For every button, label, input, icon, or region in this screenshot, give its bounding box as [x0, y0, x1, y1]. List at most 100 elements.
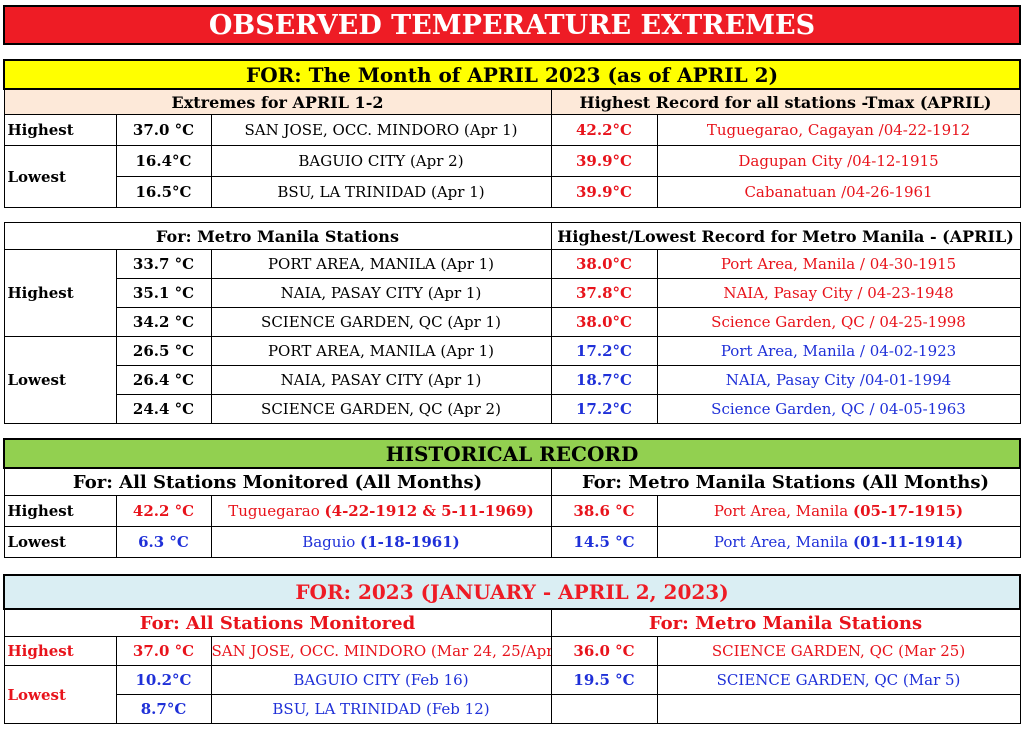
spacer	[4, 44, 1020, 60]
empty-cell	[656, 694, 1021, 724]
record-station: Tuguegarao, Cagayan /04-22-1912	[656, 114, 1021, 146]
record-station: SCIENCE GARDEN, QC (Mar 25)	[656, 636, 1021, 666]
record-date: (05-17-1915)	[853, 502, 964, 520]
station-name: NAIA, PASAY CITY (Apr 1)	[210, 278, 552, 308]
record-date: (4-22-1912 & 5-11-1969)	[324, 502, 534, 520]
station-name: SCIENCE GARDEN, QC (Apr 1)	[210, 307, 552, 337]
record-station: Science Garden, QC / 04-25-1998	[656, 307, 1021, 337]
station-name: SCIENCE GARDEN, QC (Apr 2)	[210, 394, 552, 424]
temperature-value: 16.4°C	[115, 145, 212, 177]
record-station: SCIENCE GARDEN, QC (Mar 5)	[656, 665, 1021, 695]
record-station: Dagupan City /04-12-1915	[656, 145, 1021, 177]
temperature-value: 24.4 °C	[115, 394, 212, 424]
station-name: Tuguegarao (4-22-1912 & 5-11-1969)	[210, 495, 552, 527]
temperature-value: 10.2°C	[115, 665, 212, 695]
temperature-value: 8.7°C	[115, 694, 212, 724]
record-temperature: 38.0°C	[550, 249, 658, 279]
historical-metro-header: For: Metro Manila Stations (All Months)	[550, 467, 1021, 496]
record-temperature: 38.6 °C	[550, 495, 658, 527]
station-label: Port Area, Manila	[713, 502, 853, 520]
temperature-value: 33.7 °C	[115, 249, 212, 279]
temperature-value: 6.3 °C	[115, 526, 212, 558]
year-all-stations-header: For: All Stations Monitored	[3, 608, 552, 637]
month-header: FOR: The Month of APRIL 2023 (as of APRI…	[2, 59, 1022, 90]
table-row: Highest 33.7 °C PORT AREA, MANILA (Apr 1…	[3, 249, 1021, 337]
record-station: Cabanatuan /04-26-1961	[656, 176, 1021, 208]
empty-cell	[550, 694, 658, 724]
temperature-value: 35.1 °C	[115, 278, 212, 308]
row-label-highest: Highest	[3, 249, 117, 337]
record-station: NAIA, Pasay City /04-01-1994	[656, 365, 1021, 395]
temperature-value: 34.2 °C	[115, 307, 212, 337]
april-record-header: Highest Record for all stations -Tmax (A…	[550, 88, 1021, 115]
table-row: 26.4 °C NAIA, PASAY CITY (Apr 1) 18.7°C …	[4, 365, 1021, 395]
record-station: Science Garden, QC / 04-05-1963	[656, 394, 1021, 424]
table-row: 24.4 °C SCIENCE GARDEN, QC (Apr 2) 17.2°…	[4, 394, 1021, 424]
record-temperature: 36.0 °C	[550, 636, 658, 666]
historical-record-title: HISTORICAL RECORD	[2, 438, 1022, 469]
record-temperature: 37.8°C	[550, 278, 658, 308]
station-name: SAN JOSE, OCC. MINDORO (Apr 1)	[210, 114, 552, 146]
spacer	[4, 558, 1020, 576]
record-temperature: 19.5 °C	[550, 665, 658, 695]
table-row: 35.1 °C NAIA, PASAY CITY (Apr 1) 37.8°C …	[4, 278, 1021, 308]
year-2023-title: FOR: 2023 (JANUARY - APRIL 2, 2023)	[2, 574, 1022, 610]
temperature-value: 42.2 °C	[115, 495, 212, 527]
record-station: Port Area, Manila (05-17-1915)	[656, 495, 1021, 527]
temperature-value: 37.0 °C	[115, 636, 212, 666]
table-row: Lowest 26.5 °C PORT AREA, MANILA (Apr 1)…	[3, 336, 1021, 424]
record-temperature: 14.5 °C	[550, 526, 658, 558]
temperature-value: 26.4 °C	[115, 365, 212, 395]
record-temperature: 17.2°C	[550, 394, 658, 424]
temperature-value: 26.5 °C	[115, 336, 212, 366]
station-name: BAGUIO CITY (Apr 2)	[210, 145, 552, 177]
record-temperature: 18.7°C	[550, 365, 658, 395]
record-date: (01-11-1914)	[853, 533, 964, 551]
station-name: SAN JOSE, OCC. MINDORO (Mar 24, 25/Apr 1…	[210, 636, 552, 666]
station-name: BSU, LA TRINIDAD (Apr 1)	[210, 176, 552, 208]
record-station: NAIA, Pasay City / 04-23-1948	[656, 278, 1021, 308]
record-temperature: 38.0°C	[550, 307, 658, 337]
station-name: BSU, LA TRINIDAD (Feb 12)	[210, 694, 552, 724]
table-row: Lowest 10.2°C BAGUIO CITY (Feb 16) 19.5 …	[3, 665, 1021, 724]
spacer	[4, 424, 1020, 440]
row-label-highest: Highest	[3, 636, 117, 666]
spacer	[4, 208, 1020, 223]
metro-stations-header: For: Metro Manila Stations	[3, 222, 552, 250]
row-label-highest: Highest	[3, 114, 117, 146]
metro-record-header: Highest/Lowest Record for Metro Manila -…	[550, 222, 1021, 250]
table-row: 8.7°C BSU, LA TRINIDAD (Feb 12)	[4, 694, 1021, 724]
station-label: Port Area, Manila	[713, 533, 853, 551]
row-label-highest: Highest	[3, 495, 117, 527]
table-row: Lowest 16.4°C BAGUIO CITY (Apr 2) 39.9°C…	[3, 145, 1021, 208]
table-row: Lowest 6.3 °C Baguio (1-18-1961) 14.5 °C…	[3, 526, 1021, 558]
record-temperature: 39.9°C	[550, 145, 658, 177]
year-metro-header: For: Metro Manila Stations	[550, 608, 1021, 637]
record-temperature: 42.2°C	[550, 114, 658, 146]
station-label: Tuguegarao	[228, 502, 325, 520]
table-row: Highest 42.2 °C Tuguegarao (4-22-1912 & …	[3, 495, 1021, 527]
temperature-value: 37.0 °C	[115, 114, 212, 146]
table-row: Highest 37.0 °C SAN JOSE, OCC. MINDORO (…	[3, 636, 1021, 666]
station-name: PORT AREA, MANILA (Apr 1)	[210, 249, 552, 279]
station-name: Baguio (1-18-1961)	[210, 526, 552, 558]
temperature-extremes-sheet: OBSERVED TEMPERATURE EXTREMES FOR: The M…	[2, 5, 1022, 724]
record-station: Port Area, Manila / 04-02-1923	[656, 336, 1021, 366]
record-temperature: 17.2°C	[550, 336, 658, 366]
row-label-lowest: Lowest	[3, 145, 117, 208]
station-name: PORT AREA, MANILA (Apr 1)	[210, 336, 552, 366]
extremes-table: OBSERVED TEMPERATURE EXTREMES FOR: The M…	[2, 5, 1022, 724]
table-row: 16.5°C BSU, LA TRINIDAD (Apr 1) 39.9°C C…	[4, 176, 1021, 208]
record-station: Port Area, Manila (01-11-1914)	[656, 526, 1021, 558]
table-row: Highest 37.0 °C SAN JOSE, OCC. MINDORO (…	[3, 114, 1021, 146]
historical-all-stations-header: For: All Stations Monitored (All Months)	[3, 467, 552, 496]
page-title: OBSERVED TEMPERATURE EXTREMES	[2, 5, 1022, 45]
station-name: NAIA, PASAY CITY (Apr 1)	[210, 365, 552, 395]
april-extremes-header: Extremes for APRIL 1-2	[3, 88, 552, 115]
temperature-value: 16.5°C	[115, 176, 212, 208]
table-row: 34.2 °C SCIENCE GARDEN, QC (Apr 1) 38.0°…	[4, 307, 1021, 337]
record-temperature: 39.9°C	[550, 176, 658, 208]
station-label: Baguio	[302, 533, 361, 551]
record-date: (1-18-1961)	[360, 533, 460, 551]
row-label-lowest: Lowest	[3, 336, 117, 424]
